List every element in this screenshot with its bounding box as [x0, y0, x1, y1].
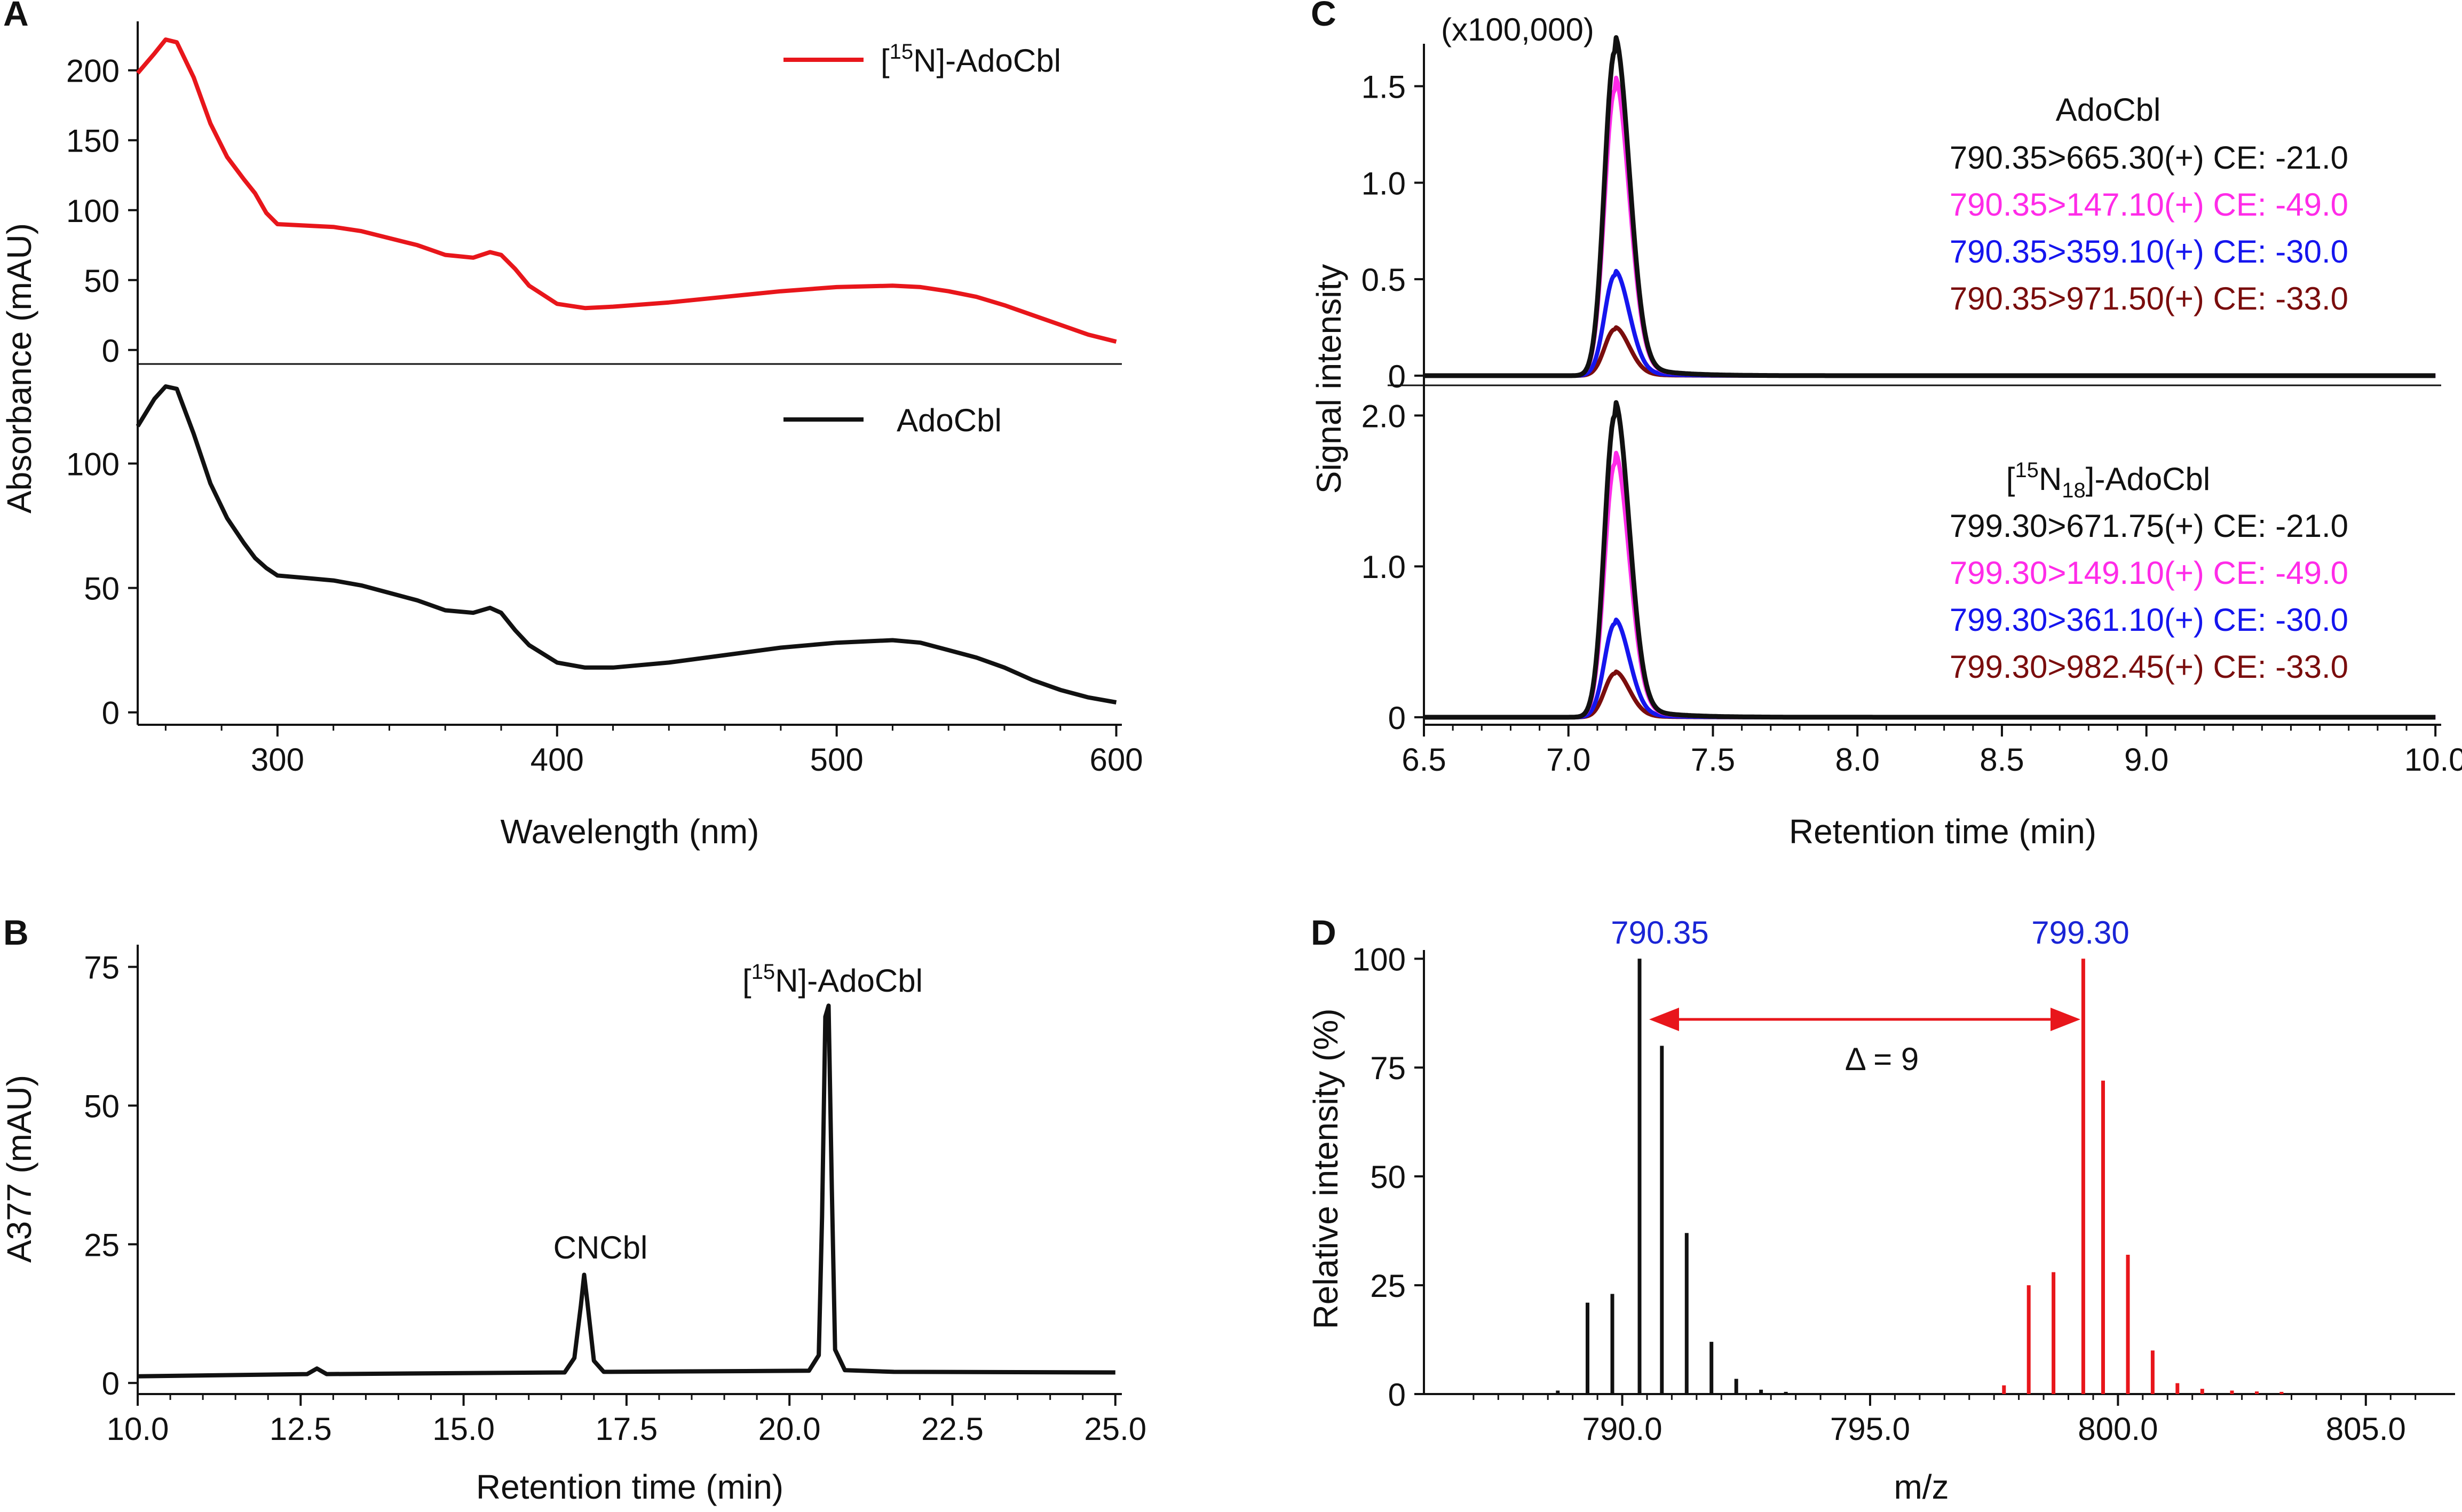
panel-c-sub2-y-tick-label: 0: [1388, 700, 1406, 736]
panel-c-sub1-y-tick-label: 0: [1388, 359, 1406, 394]
panel-d-letter: D: [1311, 913, 1336, 952]
panel-d-y-tick-label: 0: [1388, 1377, 1406, 1413]
panel-b-y-tick-label: 75: [84, 950, 120, 986]
panel-c-ticks: 6.5 7.0 7.5 8.0 8.5 9.0 10.0 0 0.5 1.0 1.5 0 1.0 2.0: [1361, 69, 2462, 778]
panel-b-y-label: A377 (mAU): [0, 1075, 38, 1263]
panel-a-y-label: Absorbance (mAU): [0, 223, 38, 513]
panel-c-sub1-y-tick-label: 1.5: [1361, 69, 1406, 105]
panel-a-top-y-tick-label: 50: [84, 263, 120, 299]
panel-a-legend-top: [15N]-AdoCbl: [881, 40, 1061, 78]
panel-c-bottom-legend-1: 799.30>671.75(+) CE: -21.0: [1950, 508, 2348, 544]
panel-b-ticks: 10.0 12.5 15.0 17.5 20.0 22.5 25.0 0 25 50 75: [84, 950, 1146, 1447]
panel-c-sub1-y-tick-label: 0.5: [1361, 262, 1406, 298]
panel-b-annotation-cncbl: CNCbl: [553, 1230, 648, 1265]
panel-c-x-tick-label: 8.5: [1980, 742, 2024, 778]
panel-a-x-tick-label: 300: [251, 742, 304, 778]
panel-a-bottom-y-tick-label: 100: [66, 446, 120, 482]
panel-c-top-title: AdoCbl: [2056, 92, 2161, 128]
panel-b-annotation-15n-adocbl: [15N]-AdoCbl: [742, 960, 923, 999]
panel-a-top-y-tick-label: 0: [102, 333, 120, 369]
panel-b-x-tick-label: 12.5: [270, 1411, 332, 1447]
panel-c-x-tick-label: 8.0: [1835, 742, 1880, 778]
panel-d-y-label: Relative intensity (%): [1307, 1008, 1345, 1329]
panel-a-top-y-tick-label: 100: [66, 193, 120, 229]
panel-c-top-legend-3: 790.35>359.10(+) CE: -30.0: [1950, 234, 2348, 270]
panel-c-x-label: Retention time (min): [1789, 812, 2096, 851]
panel-c-x-tick-label: 10.0: [2404, 742, 2462, 778]
panel-b-x-tick-label: 20.0: [758, 1411, 821, 1447]
panel-c-bottom-legend-4: 799.30>982.45(+) CE: -33.0: [1950, 649, 2348, 685]
panel-a-series-adocbl: [136, 384, 1117, 704]
panel-d-ticks: 790.0 795.0 800.0 805.0 0 25 50 75 100: [1352, 941, 2417, 1447]
panel-d-delta-arrowhead-left: [1649, 1008, 1679, 1031]
panel-b-x-tick-label: 15.0: [432, 1411, 495, 1447]
panel-c-traces: [1423, 35, 2436, 720]
panel-c: C (x100,000) 6.5 7.0 7.5 8.0 8.5 9.0 10.0 0 0.5 1…: [1310, 0, 2462, 851]
panel-c-top-legend-1: 790.35>665.30(+) CE: -21.0: [1950, 140, 2348, 176]
panel-c-top-legend-4: 790.35>971.50(+) CE: -33.0: [1950, 281, 2348, 316]
panel-c-letter: C: [1311, 0, 1336, 33]
panel-d-y-tick-label: 25: [1370, 1268, 1406, 1304]
panel-a-x-label: Wavelength (nm): [501, 812, 759, 851]
panel-d-delta-label: Δ = 9: [1845, 1041, 1919, 1077]
panel-b-x-tick-label: 17.5: [596, 1411, 658, 1447]
panel-b-x-tick-label: 10.0: [107, 1411, 169, 1447]
panel-b: B 10.0 12.5 15.0 17.5 20.0 22.5 25.0 0 25 50 75 CN…: [0, 913, 1146, 1506]
panel-d-x-tick-label: 795.0: [1830, 1411, 1910, 1447]
panel-c-trace-2-black: [1423, 400, 2436, 720]
panel-a-x-tick-label: 500: [810, 742, 864, 778]
panel-a-ticks: 300 400 500 600 0 50 100 150 200 0 50 100: [66, 53, 1143, 778]
panel-c-sub2-y-tick-label: 2.0: [1361, 399, 1406, 434]
panel-c-sub2-y-tick-label: 1.0: [1361, 549, 1406, 585]
panel-d-x-tick-label: 800.0: [2078, 1411, 2158, 1447]
panel-c-bottom-legend-2: 799.30>149.10(+) CE: -49.0: [1950, 555, 2348, 591]
panel-b-x-tick-label: 22.5: [921, 1411, 984, 1447]
panel-c-y-label: Signal intensity: [1310, 264, 1348, 494]
panel-d-bars: [1556, 959, 2284, 1394]
panel-d-y-tick-label: 75: [1370, 1050, 1406, 1086]
panel-c-x-tick-label: 7.0: [1546, 742, 1590, 778]
panel-d-y-tick-label: 50: [1370, 1159, 1406, 1195]
panel-d-x-tick-label: 790.0: [1582, 1411, 1662, 1447]
panel-c-trace-1-magenta: [1423, 75, 2436, 378]
panel-c-sub1-y-tick-label: 1.0: [1361, 165, 1406, 201]
panel-d-y-tick-label: 100: [1352, 941, 1406, 977]
panel-c-x-tick-label: 6.5: [1402, 742, 1446, 778]
panel-a-series-15n-adocbl: [136, 37, 1117, 344]
panel-a-bottom-y-tick-label: 50: [84, 571, 120, 607]
panel-a-x-tick-label: 600: [1089, 742, 1143, 778]
panel-b-x-label: Retention time (min): [476, 1468, 783, 1506]
panel-a-x-tick-label: 400: [531, 742, 584, 778]
panel-d-peak-label-799: 799.30: [2031, 915, 2129, 951]
panel-b-y-tick-label: 0: [102, 1366, 120, 1402]
panel-b-chromatogram-line: [137, 1003, 1115, 1379]
panel-d-x-tick-label: 805.0: [2326, 1411, 2406, 1447]
panel-a-top-y-tick-label: 150: [66, 123, 120, 159]
panel-a-bottom-y-tick-label: 0: [102, 695, 120, 731]
panel-d-x-label: m/z: [1894, 1468, 1949, 1506]
panel-c-x-tick-label: 9.0: [2124, 742, 2168, 778]
panel-b-y-tick-label: 25: [84, 1227, 120, 1263]
panel-b-y-tick-label: 50: [84, 1088, 120, 1124]
panel-d-delta-arrowhead-right: [2051, 1008, 2080, 1031]
panel-a: A 300 400 500 600 0 50 100 150 200 0 50 100 [15N]-A…: [0, 0, 1143, 851]
panel-a-letter: A: [3, 0, 29, 33]
panel-c-top-legend-2: 790.35>147.10(+) CE: -49.0: [1950, 187, 2348, 223]
panel-b-letter: B: [3, 913, 29, 952]
panel-d-peak-label-790: 790.35: [1611, 915, 1709, 951]
panel-a-legend-bottom: AdoCbl: [897, 402, 1002, 438]
panel-c-trace-1-black: [1423, 35, 2436, 378]
panel-c-bottom-legend-3: 799.30>361.10(+) CE: -30.0: [1950, 602, 2348, 638]
panel-c-scale-label: (x100,000): [1441, 12, 1594, 48]
panel-a-top-y-tick-label: 200: [66, 53, 120, 89]
panel-c-bottom-title: [15N18]-AdoCbl: [2006, 458, 2210, 502]
panel-c-x-tick-label: 7.5: [1691, 742, 1735, 778]
panel-b-x-tick-label: 25.0: [1084, 1411, 1146, 1447]
panel-c-trace-1-darkred: [1423, 325, 2436, 378]
